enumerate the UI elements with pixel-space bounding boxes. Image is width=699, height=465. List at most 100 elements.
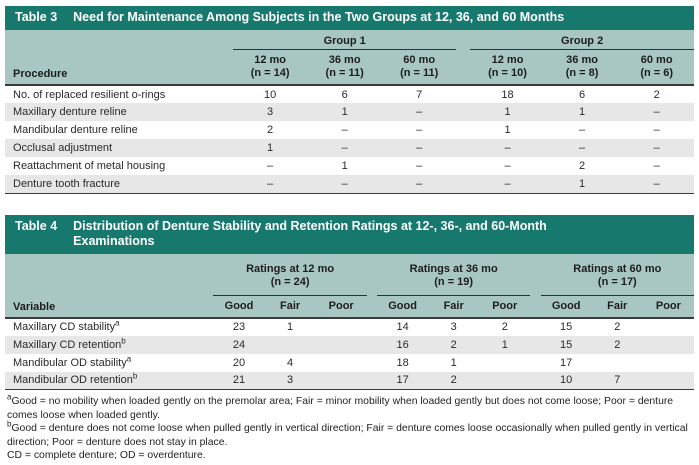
spacer	[367, 336, 377, 354]
cell: –	[381, 175, 457, 194]
spacer	[530, 318, 540, 336]
cell: 17	[560, 356, 573, 369]
footnote-marker: a	[7, 392, 12, 402]
table4-col-fair: Fair	[264, 295, 316, 319]
col-line2: (n = 11)	[325, 67, 364, 79]
row-label-text: Maxillary CD retention	[13, 338, 122, 351]
cell: 10	[263, 88, 277, 101]
cell: 2	[450, 338, 457, 351]
cell: –	[232, 175, 308, 194]
cell: 1	[544, 175, 620, 194]
cell: 21	[213, 371, 265, 390]
row-label: Reattachment of metal housing	[13, 160, 166, 172]
row-label: Denture tooth fracture	[5, 175, 233, 194]
table4-group-36mo: Ratings at 36 mo (n = 19)	[377, 253, 531, 296]
col-line1: 60 mo	[403, 54, 436, 66]
cell: 7	[416, 88, 423, 101]
group-line2: (n = 17)	[597, 275, 637, 288]
table3-title: Need for Maintenance Among Subjects in t…	[73, 10, 565, 24]
cell: –	[504, 142, 511, 154]
table4-footnotes: aGood = no mobility when loaded gently o…	[5, 390, 694, 463]
table4: Variable Ratings at 12 mo (n = 24) Ratin…	[5, 253, 694, 390]
group-line2: (n = 24)	[270, 275, 310, 288]
cell: 23	[232, 321, 246, 333]
spacer	[456, 157, 470, 175]
table4-group-12mo: Ratings at 12 mo (n = 24)	[213, 253, 367, 296]
cell: 18	[501, 88, 514, 101]
cell	[592, 354, 643, 372]
footnote-text: Good = denture does not come loose when …	[7, 423, 688, 448]
col-line1: 12 mo	[491, 54, 524, 66]
cell: –	[341, 124, 348, 136]
table4-col-good: Good	[213, 295, 265, 319]
footnote-abbrev: CD = complete denture; OD = overdenture.	[7, 449, 692, 463]
cell: 3	[450, 321, 457, 333]
cell: –	[653, 106, 660, 118]
col-line2: (n = 11)	[400, 67, 439, 79]
cell: 24	[232, 338, 246, 351]
cell	[643, 336, 694, 354]
cell	[315, 371, 367, 390]
cell: 2	[653, 88, 660, 101]
footnote-text: Good = no mobility when loaded gently on…	[7, 396, 674, 421]
table-row: Mandibular OD retentionb 21 3 17 2 10 7	[5, 371, 694, 390]
table3: Procedure Group 1 Group 2 12 mo (n = 14)…	[5, 30, 694, 194]
cell: –	[504, 160, 511, 172]
footnote-marker: b	[121, 335, 126, 345]
cell: 4	[287, 356, 294, 369]
table-row: Mandibular denture reline 2 – – 1 – –	[5, 121, 694, 139]
footnote-marker: b	[7, 419, 12, 429]
row-label-text: Mandibular OD stability	[13, 356, 127, 369]
footnote-a: aGood = no mobility when loaded gently o…	[7, 392, 692, 422]
table4-row-header: Variable	[5, 253, 214, 319]
row-label: Maxillary CD retentionb	[5, 336, 213, 354]
table4-title: Distribution of Denture Stability and Re…	[73, 218, 547, 248]
table4-header-spacer	[530, 253, 541, 319]
cell: 3	[267, 106, 274, 118]
col-line2: (n = 14)	[250, 67, 290, 79]
row-label-text: Mandibular OD retention	[13, 374, 133, 387]
cell: 1	[504, 124, 511, 136]
cell: 2	[428, 371, 480, 390]
table4-group-60mo: Ratings at 60 mo (n = 17)	[540, 253, 694, 296]
cell: 6	[341, 88, 348, 101]
group-line2: (n = 19)	[434, 275, 474, 288]
group-line1: Ratings at 36 mo	[409, 262, 498, 275]
cell	[316, 354, 367, 372]
cell: 2	[501, 321, 508, 333]
cell: –	[416, 124, 423, 136]
group-line1: Ratings at 12 mo	[246, 262, 335, 275]
col-line1: 36 mo	[566, 54, 598, 66]
cell: –	[619, 175, 694, 194]
cell: –	[653, 142, 660, 154]
row-label: No. of replaced resilient o-rings	[13, 88, 166, 101]
group-line1: Ratings at 60 mo	[573, 262, 662, 275]
cell: –	[470, 175, 545, 194]
row-label: Mandibular OD stabilitya	[5, 354, 213, 372]
table3-col-g2-12mo: 12 mo (n = 10)	[470, 49, 545, 86]
table4-block: Table 4 Distribution of Denture Stabilit…	[5, 214, 694, 463]
spacer	[456, 175, 471, 194]
table-row: Maxillary CD stabilitya 23 1 14 3 2 15 2	[5, 317, 694, 336]
table4-col-poor: Poor	[315, 295, 367, 319]
col-line2: (n = 6)	[640, 67, 674, 79]
row-label: Mandibular OD retentionb	[5, 371, 214, 390]
cell: 1	[450, 356, 457, 369]
cell	[265, 336, 316, 354]
col-line1: 60 mo	[640, 54, 673, 66]
table3-col-g2-60mo: 60 mo (n = 6)	[619, 49, 694, 86]
table-row: Denture tooth fracture – – – – 1 –	[5, 175, 694, 194]
col-line1: 12 mo	[254, 54, 286, 66]
cell: 15	[560, 321, 573, 333]
cell: 1	[287, 321, 294, 333]
row-label-text: Maxillary CD stability	[13, 321, 116, 333]
table3-title-bar: Table 3 Need for Maintenance Among Subje…	[5, 6, 694, 30]
tables-gap	[5, 194, 694, 215]
table3-group1-label: Group 1	[232, 30, 457, 50]
table4-col-poor: Poor	[642, 295, 694, 319]
cell: 1	[501, 338, 508, 351]
cell	[316, 318, 367, 336]
spacer	[530, 354, 540, 372]
cell: –	[416, 142, 423, 154]
